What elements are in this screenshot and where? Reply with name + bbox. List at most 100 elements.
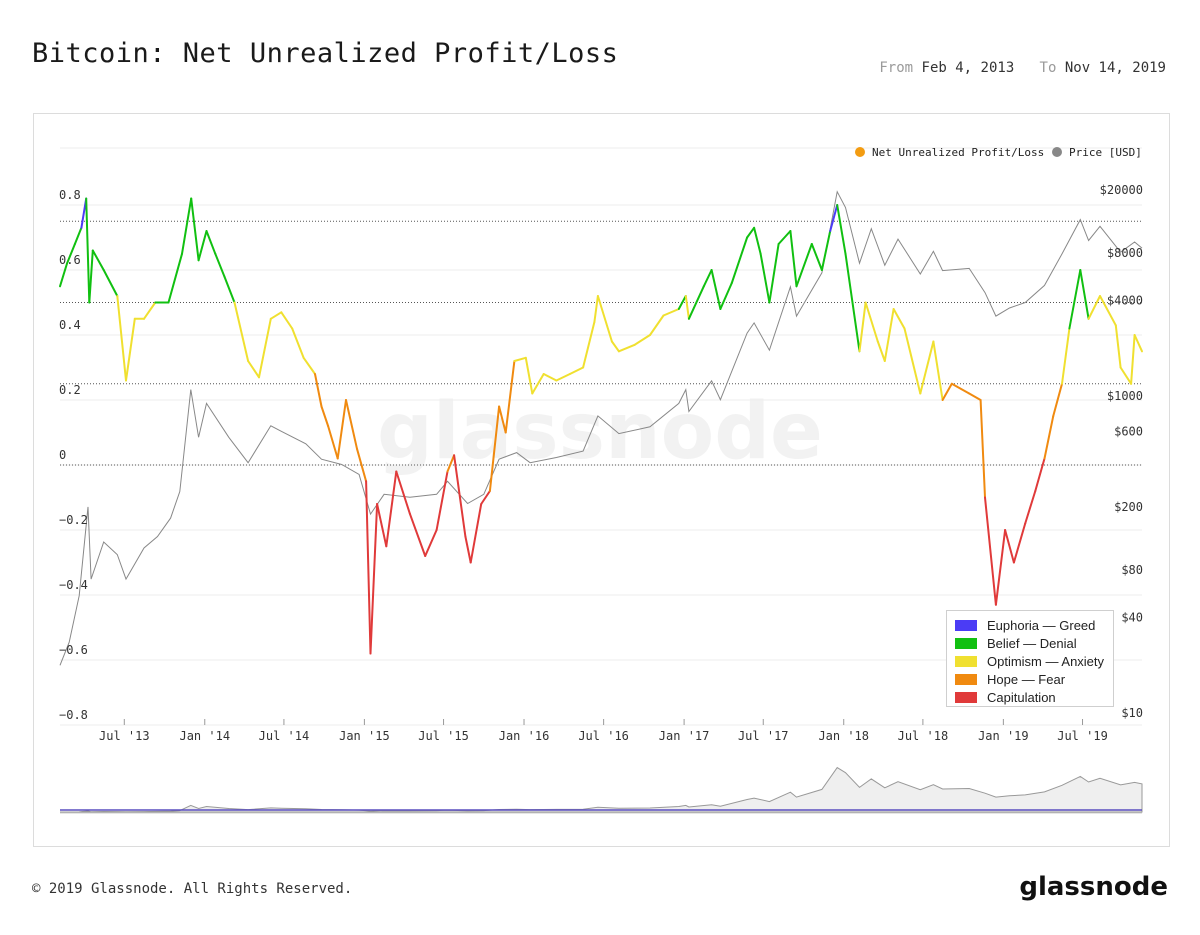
nupl-segment — [320, 405, 330, 427]
nupl-segment — [1133, 334, 1143, 353]
nupl-segment — [596, 295, 613, 343]
nupl-segment — [684, 295, 690, 320]
nupl-segment — [376, 503, 388, 548]
nupl-segment — [593, 295, 599, 323]
nupl-segment — [469, 503, 483, 564]
copyright: © 2019 Glassnode. All Rights Reserved. — [32, 881, 353, 897]
legend-label: Belief — Denial — [987, 635, 1077, 651]
nupl-segment — [314, 373, 323, 408]
nupl-segment — [125, 317, 136, 382]
legend-label: Optimism — Anxiety — [987, 653, 1105, 669]
nupl-segment — [1099, 295, 1117, 327]
x-tick-label: Jul '18 — [898, 729, 949, 743]
y-tick-label-right: $10 — [1121, 706, 1143, 720]
nupl-segment — [746, 226, 756, 239]
nupl-segment — [1012, 522, 1027, 564]
navigator-area — [60, 766, 1143, 813]
nupl-segment — [498, 405, 507, 434]
nupl-segment — [531, 373, 545, 395]
legend-label: Euphoria — Greed — [987, 617, 1096, 633]
from-date[interactable]: Feb 4, 2013 — [921, 60, 1015, 76]
nupl-segment — [190, 197, 200, 262]
nupl-segment — [919, 340, 935, 395]
nupl-legend-label: Net Unrealized Profit/Loss — [872, 146, 1044, 159]
nupl-segment — [116, 295, 127, 382]
nupl-segment — [1024, 490, 1037, 525]
nupl-segment — [719, 282, 733, 310]
nupl-segment — [181, 197, 193, 255]
x-tick-label: Jul '17 — [738, 729, 789, 743]
nupl-series — [59, 197, 1143, 655]
nupl-segment — [336, 399, 347, 460]
nupl-segment — [768, 243, 780, 304]
legend-row-hope: Hope — Fear — [947, 670, 1113, 688]
to-label: To — [1039, 60, 1057, 76]
nupl-segment — [356, 447, 368, 483]
nupl-segment — [1087, 295, 1101, 320]
nupl-segment — [829, 204, 839, 232]
nupl-segment — [464, 535, 472, 564]
x-tick-label: Jul '19 — [1057, 729, 1108, 743]
nupl-legend-marker — [855, 147, 865, 157]
nupl-segment — [633, 334, 651, 346]
nupl-segment — [568, 366, 585, 375]
nupl-segment — [759, 252, 771, 304]
nupl-segment — [610, 340, 620, 353]
x-axis: Jul '13 Jan '14 Jul '14 Jan '15 Jul '15 Jan '… — [99, 719, 1108, 743]
page-title: Bitcoin: Net Unrealized Profit/Loss — [32, 38, 619, 69]
to-date[interactable]: Nov 14, 2019 — [1064, 60, 1166, 76]
x-tick-label: Jan '14 — [179, 729, 230, 743]
nupl-segment — [365, 480, 372, 655]
from-label: From — [879, 60, 914, 76]
nupl-segment — [66, 243, 76, 265]
nupl-segment — [302, 356, 316, 375]
y-tick-label-right: $4000 — [1107, 294, 1143, 308]
y-tick-label-left: 0.8 — [59, 188, 81, 202]
y-tick-label-right: $8000 — [1107, 246, 1143, 260]
x-tick-label: Jan '17 — [659, 729, 710, 743]
nupl-segment — [369, 503, 379, 655]
y-tick-label-right: $600 — [1114, 424, 1143, 438]
nupl-segment — [820, 230, 832, 271]
y-axis-right: $20000 $8000 $4000 $1000 $600 $200 $80 $40 $10 — [1100, 183, 1143, 720]
price-line — [59, 190, 1143, 666]
date-range[interactable]: From Feb 4, 2013 To Nov 14, 2019 — [879, 60, 1166, 76]
nupl-segment — [513, 356, 527, 362]
nupl-segment — [1061, 327, 1071, 385]
nupl-segment — [858, 301, 867, 353]
brand-logo[interactable]: glassnode — [1019, 872, 1168, 902]
nupl-segment — [269, 311, 283, 320]
nupl-segment — [214, 252, 226, 278]
nupl-segment — [892, 308, 906, 330]
legend-label: Hope — Fear — [987, 671, 1066, 687]
nupl-segment — [85, 197, 91, 304]
nupl-segment — [876, 340, 886, 362]
y-tick-label-left: 0.2 — [59, 383, 81, 397]
y-tick-label-right: $200 — [1114, 500, 1143, 514]
y-tick-label-left: −0.4 — [59, 578, 88, 592]
y-tick-label-right: $20000 — [1100, 183, 1143, 197]
nupl-segment — [1079, 269, 1090, 320]
price-legend-label: Price [USD] — [1069, 146, 1142, 159]
y-tick-label-right: $1000 — [1107, 389, 1143, 403]
nupl-segment — [836, 204, 847, 255]
nupl-segment — [810, 243, 823, 271]
nupl-segment — [753, 226, 762, 255]
nupl-segment — [143, 301, 157, 320]
y-tick-label-left: 0 — [59, 448, 66, 462]
series-legend[interactable]: Net Unrealized Profit/Loss Price [USD] — [855, 146, 1142, 159]
nupl-segment — [1052, 382, 1063, 418]
nupl-segment — [524, 356, 534, 395]
y-tick-label-left: −0.2 — [59, 513, 88, 527]
y-tick-label-left: 0.6 — [59, 253, 81, 267]
nupl-segment — [864, 301, 879, 343]
nupl-segment — [1004, 529, 1015, 564]
nupl-segment — [205, 230, 217, 255]
nupl-segment — [395, 470, 411, 515]
navigator-overview[interactable] — [60, 766, 1143, 814]
nupl-segment — [617, 343, 636, 353]
nupl-segment — [167, 252, 183, 304]
nupl-segment — [345, 399, 358, 450]
price-series — [59, 190, 1143, 666]
